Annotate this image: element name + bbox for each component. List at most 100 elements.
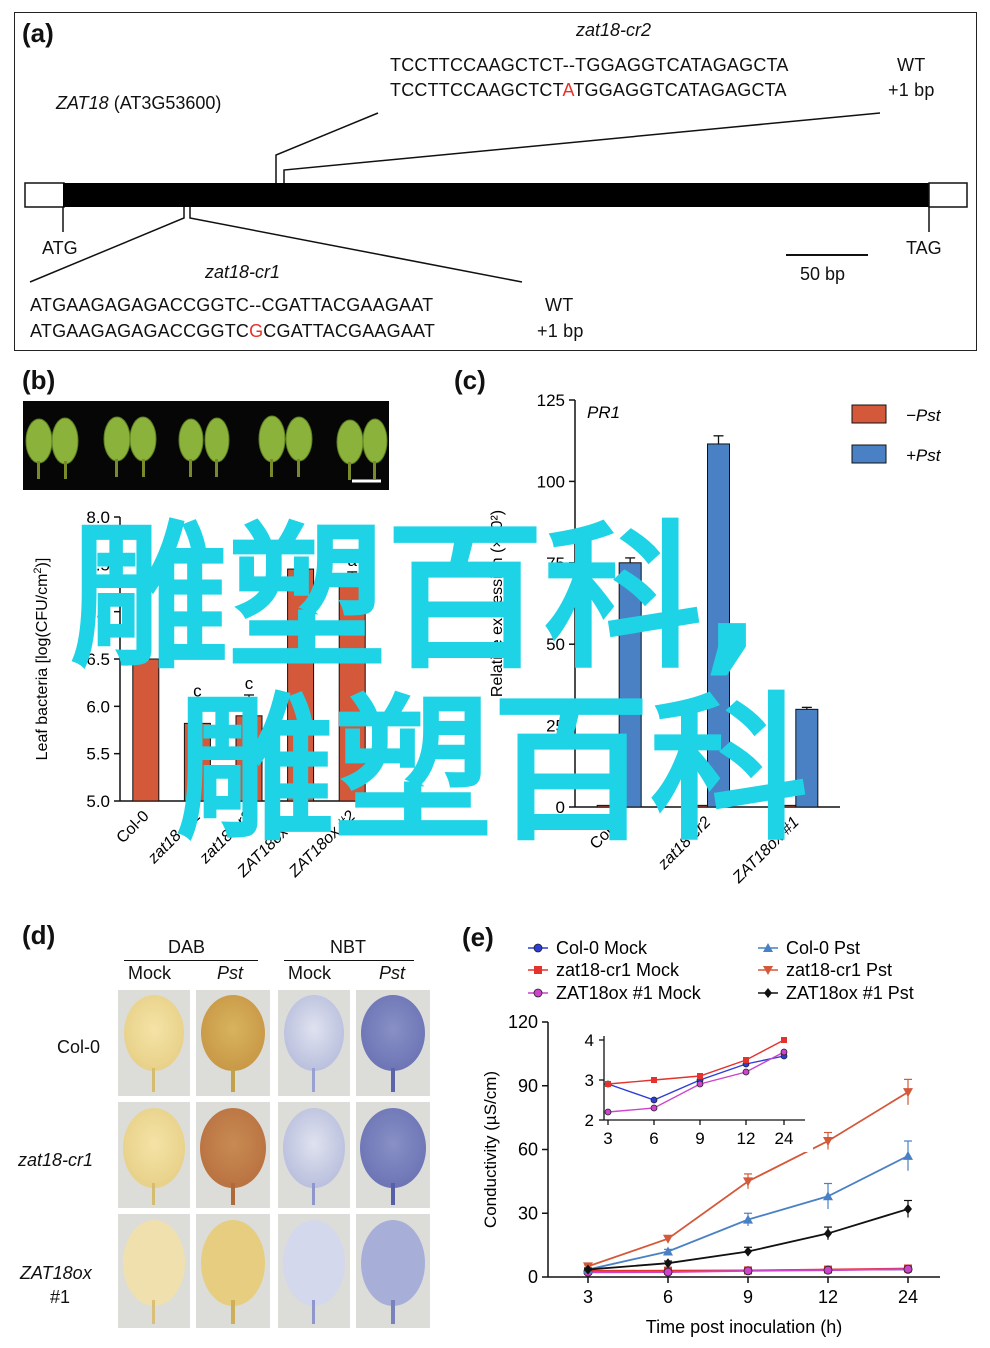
utr-left bbox=[24, 182, 65, 208]
col-label-3: Mock bbox=[288, 963, 332, 983]
x-tick-label: zat18-cr2 bbox=[654, 814, 714, 874]
inset-y-tick-label: 2 bbox=[585, 1111, 594, 1130]
row-label-zat18ox: ZAT18ox bbox=[20, 1263, 92, 1283]
data-point bbox=[764, 988, 772, 998]
legend-swatch bbox=[851, 444, 887, 464]
col-label-2: Pst bbox=[217, 963, 244, 983]
data-point bbox=[533, 943, 543, 953]
leaf bbox=[103, 416, 131, 462]
cr2-wt-sequence: TCCTTCCAAGCTCT--TGGAGGTCATAGAGCTA bbox=[390, 55, 789, 75]
bar bbox=[596, 804, 620, 808]
significance-letter: c bbox=[245, 674, 254, 693]
legend-label: +Pst bbox=[906, 446, 942, 465]
x-tick-label: zat18-cr1 bbox=[144, 808, 204, 868]
data-point bbox=[823, 1191, 833, 1201]
cr1-wt-tag: WT bbox=[545, 295, 574, 315]
data-point bbox=[651, 1077, 657, 1083]
y-tick-label: 5.5 bbox=[86, 745, 110, 764]
leaf bbox=[51, 417, 79, 465]
data-point bbox=[903, 1088, 913, 1098]
bar bbox=[183, 722, 211, 802]
y-tick-label: 50 bbox=[546, 635, 565, 654]
y-axis-label-sup: 2 bbox=[32, 567, 44, 573]
x-tick-label: 3 bbox=[583, 1287, 593, 1307]
gene-model bbox=[24, 112, 968, 283]
cr1-wt-sequence: ATGAAGAGAGACCGGTC--CGATTACGAAGAAT bbox=[30, 295, 434, 315]
data-point bbox=[744, 1246, 752, 1257]
row-label-zat18ox-line: #1 bbox=[50, 1287, 71, 1307]
data-point bbox=[743, 1214, 753, 1224]
y-tick-label: 75 bbox=[546, 554, 565, 573]
data-point bbox=[780, 1048, 788, 1056]
data-point bbox=[823, 1137, 833, 1146]
x-tick-label: 12 bbox=[818, 1287, 838, 1307]
significance-letter: c bbox=[193, 682, 202, 701]
leaf-dab-mock-cr1 bbox=[123, 1108, 185, 1188]
data-point bbox=[696, 1080, 704, 1088]
chart-title: PR1 bbox=[587, 403, 620, 422]
y-tick-label: 6.5 bbox=[86, 650, 110, 669]
group-dab-underline bbox=[124, 960, 258, 961]
x-axis-label: Time post inoculation (h) bbox=[646, 1317, 842, 1337]
inset-x-tick-label: 9 bbox=[695, 1129, 704, 1148]
utr-right bbox=[928, 182, 968, 208]
legend-label: zat18-cr1 Mock bbox=[556, 960, 680, 980]
tag-label: TAG bbox=[906, 238, 942, 258]
group-nbt-underline bbox=[284, 960, 414, 961]
bar bbox=[235, 715, 263, 802]
data-point bbox=[743, 1266, 753, 1276]
significance-letter: a bbox=[347, 551, 357, 570]
leaf bbox=[258, 415, 286, 463]
y-tick-label: 30 bbox=[518, 1203, 538, 1223]
x-tick-label: Col-0 bbox=[114, 808, 153, 847]
data-point bbox=[742, 1068, 750, 1076]
leaf-nbt-mock-ox bbox=[283, 1220, 345, 1306]
data-point bbox=[650, 1104, 658, 1112]
data-point bbox=[663, 1246, 673, 1256]
cr2-callout-right bbox=[283, 112, 881, 183]
panel-d-label: (d) bbox=[22, 920, 56, 950]
leaf-dab-pst-col0 bbox=[201, 995, 265, 1071]
y-axis-label: Leaf bacteria [log(CFU/cm2)] bbox=[32, 558, 51, 761]
leaf-photo bbox=[23, 401, 389, 490]
bar bbox=[618, 562, 642, 808]
y-tick-label: 25 bbox=[546, 717, 565, 736]
panel-c-label: (c) bbox=[454, 365, 486, 395]
y-axis-label-end: )] bbox=[34, 558, 51, 568]
leaf-nbt-pst-ox bbox=[361, 1220, 425, 1306]
data-point bbox=[743, 1057, 749, 1063]
chart-c: 0 25 50 75 100 125 PR1 Relative expression (×10… bbox=[489, 391, 942, 887]
panel-b-label: (b) bbox=[22, 365, 56, 395]
y-tick-label: 7.0 bbox=[86, 603, 110, 622]
data-point bbox=[763, 943, 773, 952]
significance-letter: a bbox=[296, 537, 306, 556]
leaf bbox=[129, 416, 157, 462]
group-dab: DAB bbox=[168, 937, 206, 957]
leaf bbox=[25, 418, 53, 464]
x-tick-label: 9 bbox=[743, 1287, 753, 1307]
chart-b: 5.0 5.5 6.0 6.5 7.0 7.5 8.0 Leaf bacteria [log(… bbox=[32, 508, 378, 881]
cr1-insertion-base: G bbox=[249, 321, 264, 341]
y-tick-label: 8.0 bbox=[86, 508, 110, 527]
leaf bbox=[178, 418, 204, 462]
data-point bbox=[533, 988, 543, 998]
inset-x-tick-label: 24 bbox=[775, 1129, 794, 1148]
y-tick-label: 125 bbox=[537, 391, 565, 410]
significance-letter: b bbox=[141, 629, 150, 648]
y-tick-label: 6.0 bbox=[86, 697, 110, 716]
inset-background bbox=[604, 1032, 813, 1152]
bar bbox=[795, 708, 819, 808]
y-tick-label: 60 bbox=[518, 1140, 538, 1160]
cr2-wt-tag: WT bbox=[897, 55, 926, 75]
inset-x-tick-label: 6 bbox=[649, 1129, 658, 1148]
y-axis-label: Conductivity (µS/cm) bbox=[481, 1071, 500, 1228]
group-nbt: NBT bbox=[330, 937, 366, 957]
leaf-nbt-pst-cr1 bbox=[360, 1108, 426, 1188]
leaf-dab-mock-ox bbox=[123, 1220, 185, 1306]
atg-label: ATG bbox=[42, 238, 78, 258]
cr2-insertion-base: A bbox=[562, 80, 574, 100]
cr1-mut-tag: +1 bp bbox=[537, 321, 584, 341]
leaf-dab-pst-ox bbox=[201, 1220, 265, 1306]
leaf-nbt-mock-col0 bbox=[284, 995, 344, 1071]
data-point bbox=[650, 1096, 658, 1104]
